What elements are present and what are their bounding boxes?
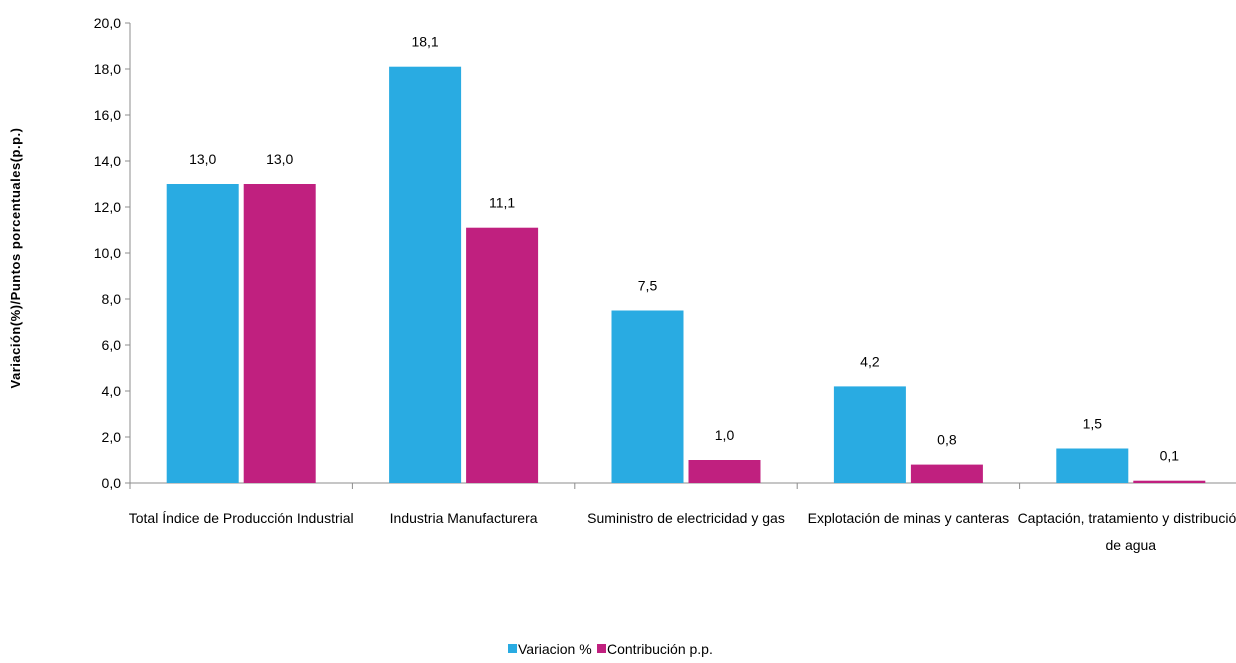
y-tick-label: 0,0	[102, 475, 122, 491]
data-label: 1,5	[1083, 416, 1103, 432]
data-label: 18,1	[411, 34, 438, 50]
bar-contribucion	[688, 460, 761, 483]
y-tick-label: 16,0	[94, 107, 121, 123]
y-tick-label: 8,0	[102, 291, 122, 307]
y-tick-label: 14,0	[94, 153, 121, 169]
y-axis-label: Variación(%)/Puntos porcentuales(p.p.)	[8, 128, 23, 389]
legend-item-variacion: Variacion %	[508, 641, 592, 657]
data-label: 7,5	[638, 278, 658, 294]
legend: Variacion % Contribución p.p.	[508, 641, 713, 657]
y-tick-label: 2,0	[102, 429, 122, 445]
data-label: 11,1	[489, 195, 515, 211]
x-category-label: Industria Manufacturera	[390, 510, 538, 526]
bar-variacion	[389, 66, 462, 483]
legend-swatch	[508, 644, 517, 653]
data-label: 13,0	[189, 151, 216, 167]
y-axis: 0,0 2,0 4,0 6,0 8,0 10,0 12,0 14,0 16,0 18,0 20,0	[94, 15, 131, 491]
data-label: 1,0	[715, 427, 735, 443]
bar-variacion	[1056, 448, 1129, 483]
y-tick-label: 20,0	[94, 15, 121, 31]
y-tick-label: 10,0	[94, 245, 121, 261]
data-label: 0,1	[1160, 448, 1180, 464]
legend-label: Contribución p.p.	[607, 641, 713, 657]
x-category-label: de agua	[1105, 537, 1156, 553]
bar-variacion	[166, 184, 239, 483]
y-tick-label: 4,0	[102, 383, 122, 399]
y-tick-label: 12,0	[94, 199, 121, 215]
legend-swatch	[597, 644, 606, 653]
bar-contribucion	[243, 184, 316, 483]
data-label: 0,8	[937, 432, 957, 448]
bar-contribucion	[466, 227, 539, 483]
data-label: 4,2	[860, 353, 880, 369]
bars	[166, 66, 1206, 483]
x-category-label: Total Índice de Producción Industrial	[129, 510, 354, 526]
x-category-label: Captación, tratamiento y distribución	[1018, 510, 1236, 526]
y-tick-label: 6,0	[102, 337, 122, 353]
x-category-label: Suministro de electricidad y gas	[587, 510, 785, 526]
bar-variacion	[611, 310, 684, 483]
x-category-label: Explotación de minas y canteras	[808, 510, 1010, 526]
data-labels: 13,0 13,0 18,1 11,1 7,5 1,0 4,2 0,8 1,5 0,1	[189, 34, 1179, 464]
y-axis-title: Variación(%)/Puntos porcentuales(p.p.)	[8, 128, 23, 389]
data-label: 13,0	[266, 151, 293, 167]
bar-contribucion	[910, 464, 983, 483]
y-tick-label: 18,0	[94, 61, 121, 77]
x-axis: Total Índice de Producción Industrial Ind…	[129, 482, 1236, 553]
bar-variacion	[833, 386, 906, 483]
legend-item-contribucion: Contribución p.p.	[597, 641, 713, 657]
bar-contribucion	[1133, 480, 1206, 483]
legend-label: Variacion %	[518, 641, 592, 657]
